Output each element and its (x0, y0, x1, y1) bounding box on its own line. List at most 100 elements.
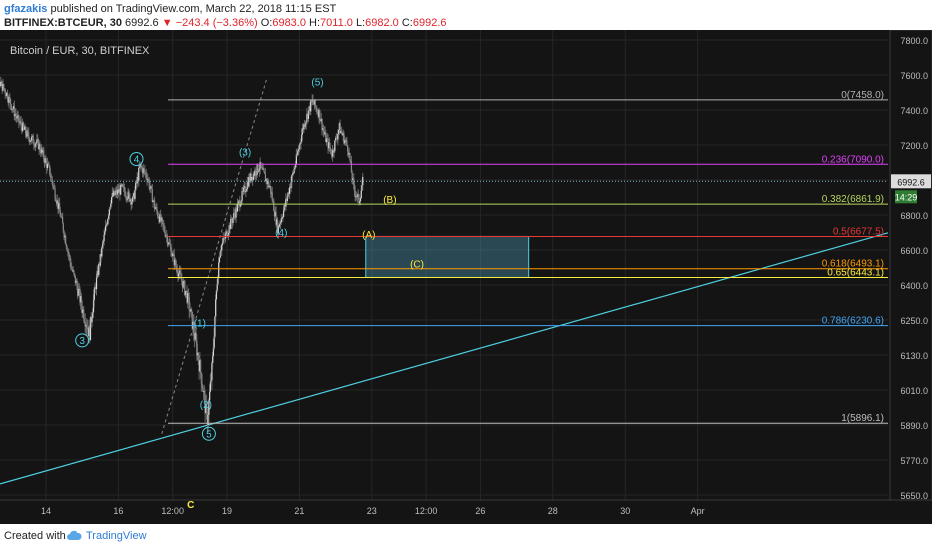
candle-body (215, 299, 217, 317)
candle-body (119, 188, 121, 195)
candle-body (285, 199, 287, 207)
candle-body (164, 231, 166, 236)
candle-body (29, 140, 31, 142)
candle-body (222, 238, 224, 243)
candle-body (152, 200, 154, 203)
candle-body (22, 122, 24, 128)
candle-body (31, 136, 33, 141)
x-tick-label: 28 (548, 506, 558, 516)
candle-body (190, 309, 192, 312)
candles (0, 76, 364, 433)
candle-body (213, 336, 215, 348)
candle-body (234, 214, 236, 218)
candle-body (123, 186, 125, 188)
candle-body (151, 188, 153, 203)
candle-body (135, 182, 138, 184)
wave-label: C (187, 500, 194, 511)
candle-body (269, 186, 271, 188)
candle-body (101, 243, 104, 248)
candle-body (340, 130, 342, 134)
candle-body (315, 106, 317, 108)
chart-panel[interactable]: 0(7458.0) 0.236(7090.0) 0.382(6861.9) 0.5(6… (0, 29, 932, 536)
candle-body (278, 225, 280, 227)
candle-body (44, 158, 46, 163)
candle-body (242, 190, 244, 192)
candle-body (68, 254, 70, 257)
candle-body (349, 152, 351, 161)
candle-body (150, 186, 152, 188)
candle-body (350, 161, 353, 173)
candle-body (252, 177, 254, 180)
candle-body (265, 179, 267, 182)
candle-body (92, 300, 95, 313)
candle-body (116, 190, 118, 195)
candle-body (98, 264, 100, 275)
published-text: published on TradingView.com, March 22, … (50, 3, 337, 15)
candle-body (132, 196, 134, 202)
candle-body (46, 161, 48, 169)
candle-body (292, 173, 294, 176)
candle-body (75, 280, 77, 283)
candle-body (195, 332, 197, 341)
candle-body (295, 164, 297, 168)
candle-body (255, 174, 258, 176)
candle-body (345, 140, 347, 142)
candle-body (144, 172, 147, 174)
candle-body (298, 149, 300, 152)
candle-body (304, 124, 307, 128)
candle-body (313, 100, 316, 105)
candle-body (39, 143, 41, 151)
candle-body (133, 193, 135, 199)
candle-body (174, 259, 176, 265)
candle-body (341, 133, 343, 136)
candle-body (200, 372, 202, 384)
wave-circle (129, 152, 144, 166)
candle-body (211, 363, 213, 381)
fib-label-0: 0(7458.0) (841, 90, 884, 101)
candle-body (279, 223, 281, 227)
axes: 7800.07600.07400.07200.07000.06800.06600… (0, 29, 932, 536)
candle-body (261, 166, 263, 168)
candle-body (40, 150, 42, 154)
wave-label: (1) (194, 318, 206, 329)
candle-body (337, 134, 339, 140)
candle-body (51, 176, 53, 182)
candle-body (184, 281, 186, 295)
candle-body (157, 216, 159, 218)
candle-body (56, 200, 58, 204)
candle-body (15, 116, 18, 119)
candle-body (145, 173, 147, 178)
candle-body (353, 184, 356, 191)
candle-body (169, 242, 171, 245)
y-tick-label: 6400.0 (900, 281, 928, 291)
tradingview-brand-link[interactable]: TradingView (86, 530, 147, 542)
candle-body (150, 186, 153, 189)
footer: Created with TradingView (0, 524, 932, 550)
candle-body (18, 115, 20, 123)
candle-body (43, 158, 46, 163)
candle-body (69, 256, 71, 263)
candle-body (230, 218, 233, 222)
candle-body (353, 178, 355, 185)
candle-body (261, 167, 264, 170)
candle-body (343, 133, 345, 144)
candle-body (53, 186, 55, 189)
y-tick-label: 7200.0 (900, 141, 928, 151)
candle-body (198, 360, 200, 372)
candle-body (221, 245, 223, 251)
open-label: O: (260, 17, 273, 29)
candle-body (95, 277, 98, 290)
candle-body (361, 185, 363, 191)
candle-body (333, 150, 335, 153)
author-link[interactable]: gfazakis (4, 3, 48, 15)
candle-body (138, 167, 141, 169)
candle-body (273, 200, 275, 212)
candle-body (186, 291, 188, 303)
candle-body (162, 220, 164, 225)
candle-body (342, 133, 344, 136)
candle-body (154, 200, 156, 209)
chart-canvas[interactable]: 0(7458.0) 0.236(7090.0) 0.382(6861.9) 0.5(6… (0, 29, 932, 536)
candle-body (240, 200, 242, 205)
candle-body (15, 114, 17, 117)
candle-body (149, 187, 151, 189)
